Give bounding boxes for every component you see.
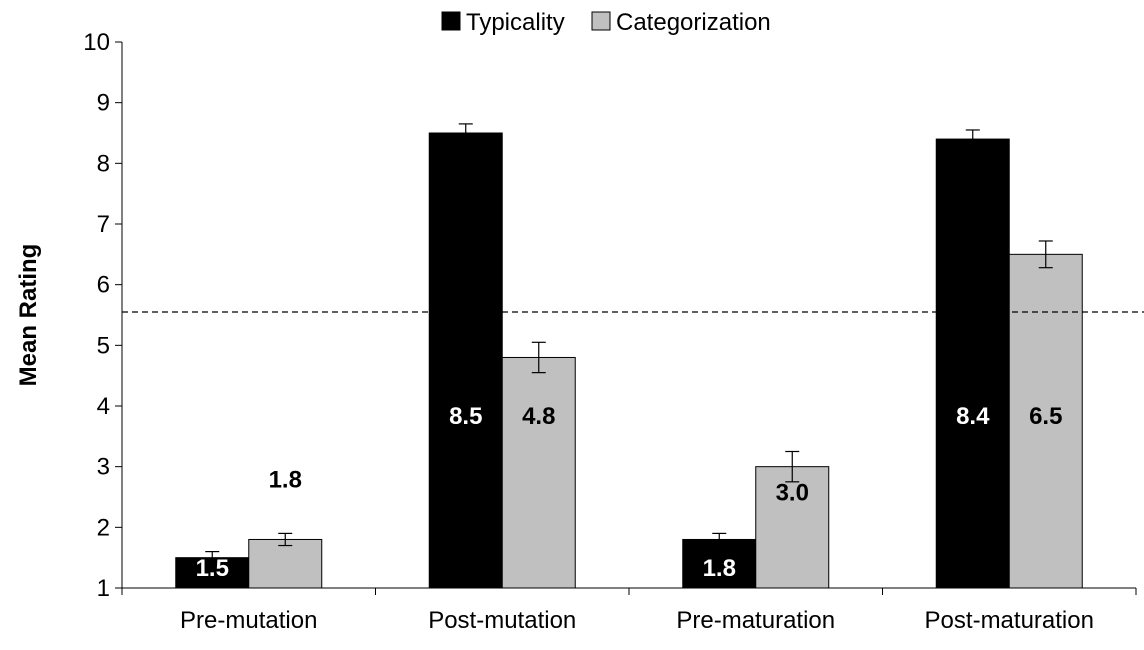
bar-categorization xyxy=(501,356,576,589)
x-category-label: Post-mutation xyxy=(428,607,576,634)
x-category-label: Pre-mutation xyxy=(180,607,317,634)
bar-typicality xyxy=(428,132,503,589)
y-tick-label: 3 xyxy=(97,454,110,481)
x-axis: Pre-mutation Post-mutation Pre-maturation P… xyxy=(121,587,1137,634)
legend-swatch-categorization xyxy=(591,11,611,31)
data-label: 3.0 xyxy=(776,480,809,507)
data-label: 6.5 xyxy=(1029,403,1062,430)
legend: Typicality Categorization xyxy=(441,9,771,36)
data-label: 1.8 xyxy=(703,555,736,582)
bar-categorization xyxy=(1008,253,1083,589)
bar-typicality xyxy=(935,138,1010,589)
data-label: 8.5 xyxy=(449,403,482,430)
y-tick-label: 1 xyxy=(97,575,110,602)
y-tick-label: 5 xyxy=(97,332,110,359)
legend-label: Typicality xyxy=(466,9,565,36)
data-labels: 1.5 1.8 8.5 4.8 1.8 3.0 8.4 6.5 xyxy=(196,403,1063,582)
error-bars xyxy=(205,123,1053,558)
bars xyxy=(175,132,1083,589)
x-category-label: Post-maturation xyxy=(925,607,1094,634)
bar-categorization xyxy=(248,538,323,589)
legend-swatch-typicality xyxy=(441,11,461,31)
data-label: 1.5 xyxy=(196,555,229,582)
data-label: 8.4 xyxy=(956,403,990,430)
y-axis-title: Mean Rating xyxy=(15,244,42,387)
y-tick-label: 10 xyxy=(83,29,110,56)
bar-categorization xyxy=(755,466,830,589)
legend-label: Categorization xyxy=(616,9,771,36)
bar-typicality xyxy=(175,557,250,589)
y-tick-label: 7 xyxy=(97,211,110,238)
y-tick-label: 9 xyxy=(97,90,110,117)
y-tick-label: 2 xyxy=(97,514,110,541)
data-label: 1.8 xyxy=(269,466,302,493)
y-tick-label: 6 xyxy=(97,272,110,299)
y-axis: 1 2 3 4 5 6 7 8 9 10 xyxy=(83,29,123,602)
x-category-label: Pre-maturation xyxy=(676,607,835,634)
bar-typicality xyxy=(682,538,757,589)
data-label: 4.8 xyxy=(522,403,555,430)
y-tick-label: 4 xyxy=(97,393,110,420)
y-tick-label: 8 xyxy=(97,150,110,177)
